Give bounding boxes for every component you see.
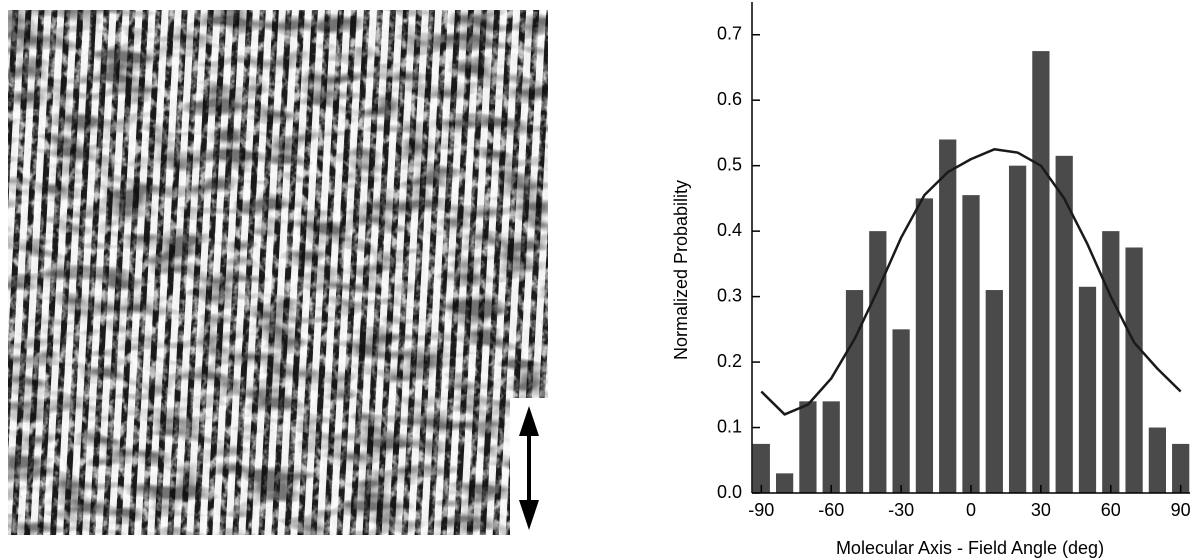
bar bbox=[1008, 165, 1027, 493]
x-tick-label: -60 bbox=[818, 500, 844, 520]
micrograph bbox=[8, 10, 548, 535]
bar bbox=[1078, 286, 1097, 493]
x-tick-label: -90 bbox=[748, 500, 774, 520]
plot: 0.0 0.1 0.2 0.3 0.4 0.5 0.6 0.7 -90 -60 -30 0 30 60 90 bbox=[717, 2, 1191, 520]
y-tick-label: 0.0 bbox=[717, 482, 742, 502]
bar bbox=[1055, 155, 1073, 493]
x-tick-label: 30 bbox=[1031, 500, 1051, 520]
x-tick-label: -30 bbox=[888, 500, 914, 520]
bar bbox=[1102, 231, 1120, 493]
bar bbox=[845, 290, 864, 493]
bar bbox=[962, 195, 980, 494]
x-axis-label: Molecular Axis - Field Angle (deg) bbox=[836, 538, 1104, 558]
y-tick-label: 0.1 bbox=[717, 416, 742, 436]
bar bbox=[1172, 443, 1190, 493]
bar bbox=[985, 290, 1003, 493]
bar bbox=[1125, 247, 1143, 493]
bar bbox=[939, 139, 957, 494]
y-tick-label: 0.4 bbox=[717, 220, 742, 240]
x-tick-label: 0 bbox=[966, 500, 976, 520]
y-tick-label: 0.7 bbox=[717, 23, 742, 43]
x-tick-label: 60 bbox=[1101, 500, 1121, 520]
bar bbox=[1032, 51, 1050, 493]
y-tick-label: 0.2 bbox=[717, 351, 742, 371]
bar bbox=[869, 231, 887, 493]
bar bbox=[799, 401, 817, 493]
y-tick-label: 0.5 bbox=[717, 154, 742, 174]
bar bbox=[822, 401, 840, 493]
x-tick-label: 90 bbox=[1171, 500, 1191, 520]
y-axis-label: Normalized Probability bbox=[671, 180, 691, 360]
bar bbox=[752, 443, 770, 493]
y-tick-label: 0.6 bbox=[717, 89, 742, 109]
bar bbox=[1148, 427, 1167, 493]
fit-curve bbox=[760, 148, 1182, 416]
y-tick-label: 0.3 bbox=[717, 285, 742, 305]
bar bbox=[892, 329, 910, 493]
bar bbox=[775, 473, 794, 493]
bar bbox=[915, 198, 934, 493]
